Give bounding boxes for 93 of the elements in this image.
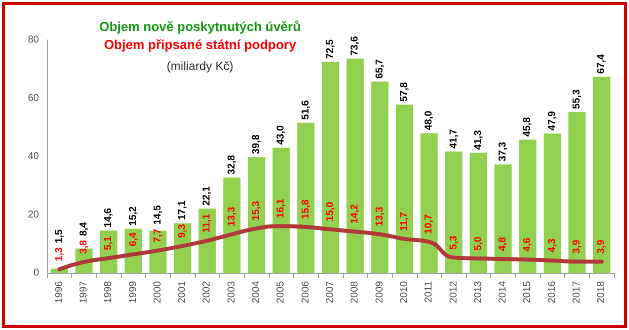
bar <box>519 140 536 273</box>
x-tick-label: 2003 <box>226 280 238 304</box>
bar <box>568 112 586 273</box>
y-tick-label: 80 <box>28 34 40 46</box>
data-label: 22,1 <box>202 186 213 206</box>
y-tick-label: 40 <box>28 151 40 162</box>
data-label: 45,8 <box>522 116 534 137</box>
data-label: 5,3 <box>448 235 460 250</box>
data-label: 5,1 <box>103 236 114 250</box>
data-label: 16,1 <box>276 198 287 218</box>
bar <box>544 133 561 273</box>
bar <box>445 152 462 273</box>
x-tick-label: 2013 <box>472 280 484 304</box>
data-label: 55,3 <box>572 89 583 109</box>
data-label: 39,8 <box>251 134 262 154</box>
x-tick-label: 2000 <box>152 280 164 304</box>
bar <box>322 62 340 273</box>
x-tick-label: 2012 <box>448 280 460 304</box>
x-tick-label: 2001 <box>177 280 188 304</box>
bar <box>470 152 488 273</box>
data-label: 3,9 <box>596 239 608 254</box>
x-tick-label: 2009 <box>374 280 386 304</box>
data-label: 41,7 <box>448 128 460 149</box>
data-label: 4,8 <box>498 236 509 252</box>
x-tick-label: 2017 <box>572 280 583 304</box>
x-tick-label: 1998 <box>103 280 114 304</box>
data-label: 51,6 <box>300 100 312 120</box>
chart-subtitle: Objem připsané státní podpory <box>104 37 297 52</box>
bar <box>494 164 512 273</box>
data-label: 11,1 <box>202 213 213 233</box>
data-label: 4,6 <box>522 237 534 252</box>
data-label: 14,6 <box>103 208 114 228</box>
bar <box>297 122 314 273</box>
data-label: 57,8 <box>398 82 410 102</box>
x-tick-label: 1996 <box>54 280 65 304</box>
data-label: 65,7 <box>374 58 386 79</box>
bar <box>272 148 290 273</box>
data-label: 48,0 <box>424 110 435 130</box>
bar <box>420 133 438 273</box>
x-tick-label: 2016 <box>546 280 558 304</box>
data-label: 32,8 <box>226 154 238 174</box>
data-label: 5,0 <box>472 236 484 250</box>
annotation: (miliardy Kč) <box>166 59 234 73</box>
y-tick-label: 60 <box>28 92 40 104</box>
data-label: 15,2 <box>128 206 139 226</box>
data-label: 1,3 <box>54 246 65 262</box>
x-tick-label: 2015 <box>522 280 534 304</box>
x-tick-label: 2006 <box>300 280 312 304</box>
data-label: 9,3 <box>177 224 188 238</box>
data-label: 37,3 <box>498 141 509 162</box>
data-label: 41,3 <box>472 130 484 150</box>
x-tick-label: 2011 <box>424 280 435 303</box>
data-label: 13,3 <box>226 206 238 226</box>
x-tick-label: 2005 <box>276 280 287 304</box>
data-label: 3,8 <box>78 240 90 254</box>
data-label: 15,3 <box>251 200 262 220</box>
x-tick-label: 1999 <box>128 280 139 304</box>
bar <box>396 104 414 273</box>
data-label: 14,2 <box>350 204 361 224</box>
y-tick-label: 20 <box>28 209 40 220</box>
chart-title: Objem nově poskytnutých úvěrů <box>99 19 301 34</box>
data-label: 3,9 <box>572 239 583 254</box>
data-label: 1,5 <box>54 228 65 244</box>
data-label: 6,4 <box>128 232 139 246</box>
bar <box>248 157 266 273</box>
bar <box>223 177 241 273</box>
data-label: 4,3 <box>546 238 558 252</box>
bar <box>346 58 364 273</box>
bar <box>371 82 388 273</box>
x-tick-label: 1997 <box>78 280 90 304</box>
data-label: 15,0 <box>325 201 336 222</box>
x-tick-label: 2007 <box>325 280 336 304</box>
data-label: 43,0 <box>276 124 287 145</box>
x-tick-label: 2014 <box>498 280 509 304</box>
data-label: 14,5 <box>152 204 164 225</box>
data-label: 73,6 <box>350 36 361 56</box>
x-tick-label: 2002 <box>202 280 213 304</box>
data-label: 8,4 <box>78 222 90 236</box>
bar <box>593 76 610 273</box>
data-label: 67,4 <box>596 54 608 74</box>
data-label: 7,7 <box>152 228 164 243</box>
data-label: 15,8 <box>300 199 312 219</box>
data-label: 10,7 <box>424 214 435 234</box>
x-tick-label: 2018 <box>596 280 608 304</box>
y-tick-label: 0 <box>33 268 40 278</box>
x-tick-label: 2008 <box>350 280 361 304</box>
data-label: 17,1 <box>177 200 188 220</box>
data-label: 47,9 <box>546 110 558 130</box>
data-label: 13,3 <box>374 206 386 226</box>
x-tick-label: 2010 <box>398 280 410 304</box>
x-tick-label: 2004 <box>251 280 262 304</box>
data-label: 72,5 <box>325 38 336 59</box>
data-label: 11,7 <box>398 212 410 231</box>
